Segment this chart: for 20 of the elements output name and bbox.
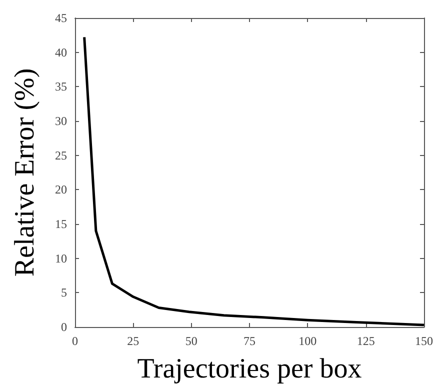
y-axis-title: Relative Error (%): [10, 68, 40, 277]
y-tick-label: 15: [55, 217, 67, 231]
x-tick-label: 0: [72, 334, 78, 348]
x-axis-title: Trajectories per box: [137, 354, 362, 384]
y-tick-label: 35: [55, 80, 67, 94]
y-tick-label: 5: [61, 286, 67, 300]
y-tick-label: 20: [55, 182, 67, 197]
x-tick-label: 125: [356, 334, 375, 348]
x-tick-label: 25: [127, 334, 140, 348]
y-tick-label: 40: [55, 45, 67, 60]
y-tick-label: 45: [55, 11, 67, 25]
y-tick-label: 0: [61, 320, 67, 334]
x-tick-label: 75: [244, 334, 256, 348]
x-tick-label: 100: [298, 334, 317, 348]
line-series: [83, 36, 426, 326]
y-tick-label: 10: [55, 251, 67, 266]
y-tick-label: 25: [55, 148, 67, 162]
y-tick-label: 30: [55, 114, 67, 128]
x-tick-label: 50: [185, 334, 198, 348]
x-tick-label: 150: [415, 334, 433, 348]
